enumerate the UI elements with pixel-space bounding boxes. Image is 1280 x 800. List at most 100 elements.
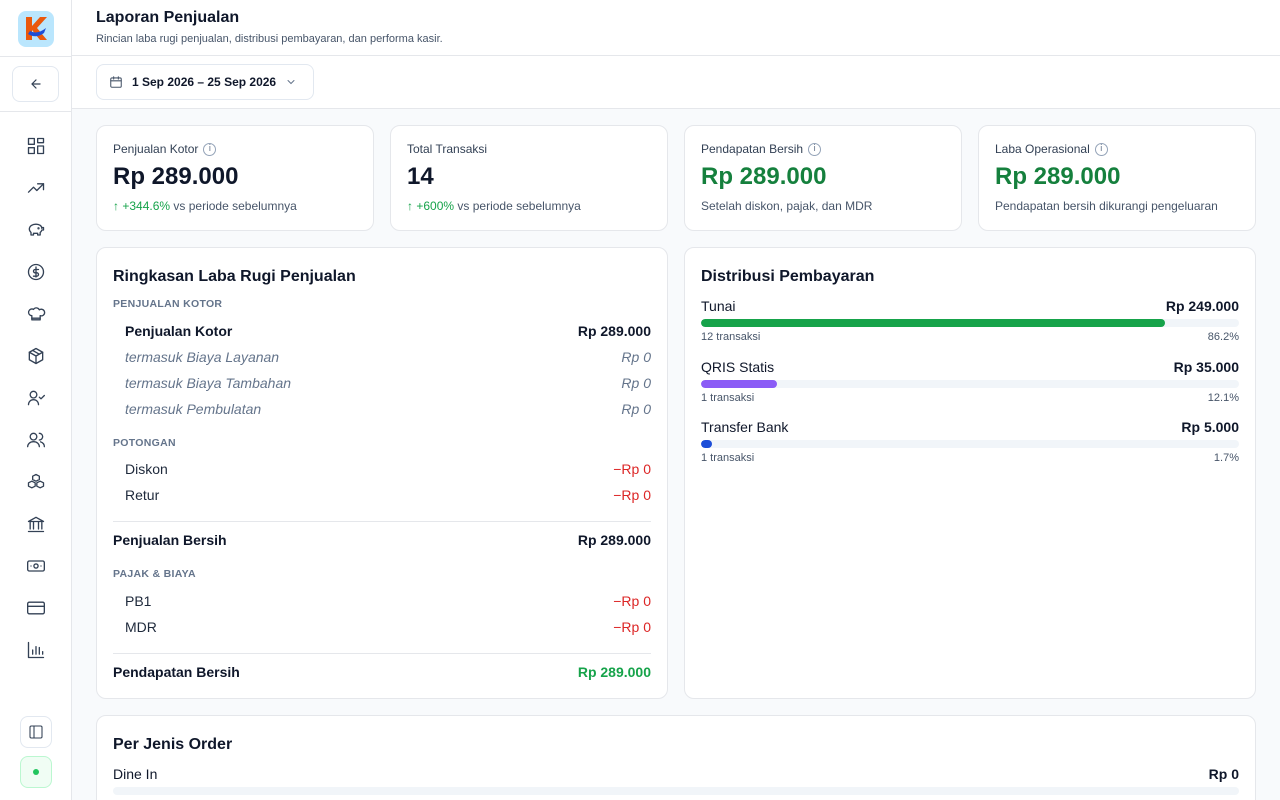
nav-savings[interactable] [24, 218, 48, 242]
nav-customers[interactable] [24, 428, 48, 452]
trending-up-icon [27, 183, 45, 193]
payment-count: 1 transaksi [701, 452, 755, 464]
online-status-button[interactable] [20, 756, 52, 788]
nav-inventory[interactable] [24, 470, 48, 494]
card-title: Ringkasan Laba Rugi Penjualan [113, 268, 356, 285]
payment-name: Transfer Bank [701, 419, 789, 435]
boxes-icon [27, 473, 45, 489]
row-value: Rp 0 [621, 349, 651, 365]
row-label: Diskon [125, 461, 168, 477]
section-label: POTONGAN [113, 437, 176, 449]
divider [113, 653, 651, 654]
piggy-bank-icon [28, 223, 45, 236]
payment-percent: 12.1% [1207, 392, 1239, 404]
nav-finance[interactable] [24, 260, 48, 284]
status-dot-icon [33, 769, 39, 775]
nav-cash[interactable] [24, 554, 48, 578]
nav-dashboard[interactable] [24, 134, 48, 158]
stat-label: Penjualan Kotor [113, 142, 199, 156]
order-type-name: Dine In [113, 766, 158, 782]
package-icon [28, 347, 44, 365]
payment-bar-track [701, 380, 1239, 388]
nav-payments[interactable] [24, 596, 48, 620]
row-value: Rp 289.000 [577, 323, 651, 339]
pl-row-discount: Diskon −Rp 0 [125, 461, 651, 477]
info-icon[interactable]: i [203, 142, 217, 156]
payment-distribution-card: Distribusi Pembayaran Tunai Rp 249.000 12… [684, 247, 1256, 699]
app-logo[interactable] [18, 11, 54, 47]
stat-value: Rp 289.000 [113, 163, 239, 190]
pl-row-service-fee: termasuk Biaya Layanan Rp 0 [125, 349, 651, 365]
stat-card-total-transactions: Total Transaksi 14 ↑ +600% vs periode se… [390, 125, 668, 231]
nav-bank[interactable] [24, 512, 48, 536]
row-value: −Rp 0 [613, 487, 651, 503]
arrow-left-icon [30, 79, 41, 89]
payment-bar-track [701, 319, 1239, 327]
stat-change: +600% [416, 199, 455, 213]
stat-foot-text: vs periode sebelumnya [173, 199, 297, 213]
stat-value: Rp 289.000 [701, 163, 827, 190]
arrow-up-icon: ↑ [113, 199, 119, 213]
page-subtitle: Rincian laba rugi penjualan, distribusi … [96, 33, 443, 45]
pl-row-rounding: termasuk Pembulatan Rp 0 [125, 401, 651, 417]
calendar-icon [110, 76, 122, 88]
order-type-bar-track [113, 787, 1239, 795]
stat-card-net-income: Pendapatan Bersih i Rp 289.000 Setelah di… [684, 125, 962, 231]
payment-percent: 1.7% [1213, 452, 1239, 464]
bar-chart-icon [27, 641, 45, 659]
back-button[interactable] [12, 66, 59, 102]
payment-count: 12 transaksi [701, 331, 761, 343]
payment-item-cash: Tunai Rp 249.000 12 transaksi 86.2% [701, 298, 1239, 354]
nav-kitchen[interactable] [24, 302, 48, 326]
row-value: −Rp 0 [613, 461, 651, 477]
stat-value: 14 [407, 163, 434, 190]
card-title: Distribusi Pembayaran [701, 268, 875, 285]
nav-sales[interactable] [24, 176, 48, 200]
stat-value: Rp 289.000 [995, 163, 1121, 190]
arrow-up-icon: ↑ [407, 199, 413, 213]
row-value: −Rp 0 [613, 619, 651, 635]
credit-card-icon [27, 601, 45, 615]
users-icon [27, 432, 45, 448]
row-label: Penjualan Bersih [113, 532, 227, 548]
section-label: PAJAK & BIAYA [113, 568, 196, 580]
logo-mark-icon [26, 17, 47, 40]
page-header: Laporan Penjualan Rincian laba rugi penj… [72, 0, 1280, 56]
date-range-label: 1 Sep 2026 – 25 Sep 2026 [132, 75, 277, 89]
payment-count: 1 transaksi [701, 392, 755, 404]
row-value: −Rp 0 [613, 593, 651, 609]
dollar-circle-icon [27, 263, 45, 281]
stat-label: Laba Operasional [995, 142, 1090, 156]
bank-icon [27, 516, 45, 533]
info-icon[interactable]: i [1094, 142, 1108, 156]
nav-products[interactable] [24, 344, 48, 368]
row-value: Rp 289.000 [577, 532, 651, 548]
payment-amount: Rp 5.000 [1181, 419, 1239, 435]
divider [113, 521, 651, 522]
nav-reports[interactable] [24, 638, 48, 662]
page-title: Laporan Penjualan [96, 9, 240, 26]
stat-change: +344.6% [122, 199, 171, 213]
payment-name: Tunai [701, 298, 736, 314]
toggle-sidebar-button[interactable] [20, 716, 52, 748]
pl-row-extra-fee: termasuk Biaya Tambahan Rp 0 [125, 375, 651, 391]
cash-icon [27, 560, 45, 572]
nav-staff[interactable] [24, 386, 48, 410]
order-type-card: Per Jenis Order Dine In Rp 0 [96, 715, 1256, 800]
chef-hat-icon [27, 307, 46, 321]
pl-row-return: Retur −Rp 0 [125, 487, 651, 503]
payment-item-qris: QRIS Statis Rp 35.000 1 transaksi 12.1% [701, 359, 1239, 415]
card-title: Per Jenis Order [113, 736, 233, 753]
stat-label: Total Transaksi [407, 142, 488, 156]
info-icon[interactable]: i [808, 142, 822, 156]
row-label: Pendapatan Bersih [113, 664, 240, 680]
profit-loss-card: Ringkasan Laba Rugi Penjualan PENJUALAN … [96, 247, 668, 699]
filter-toolbar: 1 Sep 2026 – 25 Sep 2026 [72, 56, 1280, 109]
pl-row-net-income: Pendapatan Bersih Rp 289.000 [113, 664, 651, 680]
row-value: Rp 0 [621, 401, 651, 417]
date-range-picker[interactable]: 1 Sep 2026 – 25 Sep 2026 [96, 64, 314, 100]
row-value: Rp 0 [621, 375, 651, 391]
stat-card-operating-profit: Laba Operasional i Rp 289.000 Pendapatan … [978, 125, 1256, 231]
section-label: PENJUALAN KOTOR [113, 298, 223, 310]
row-label: MDR [125, 619, 157, 635]
